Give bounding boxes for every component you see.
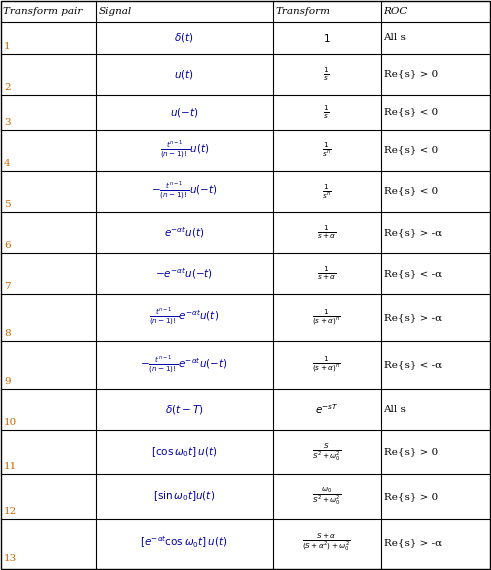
Text: Re{s} > 0: Re{s} > 0 — [383, 70, 438, 79]
Text: Re{s} < 0: Re{s} < 0 — [383, 145, 438, 154]
Text: 9: 9 — [4, 377, 11, 386]
Text: $-e^{-\alpha t}u(-t)$: $-e^{-\alpha t}u(-t)$ — [155, 266, 213, 281]
Text: $[e^{-\alpha t}\cos \omega_0 t]\, u(t)$: $[e^{-\alpha t}\cos \omega_0 t]\, u(t)$ — [140, 535, 228, 550]
Text: All s: All s — [383, 33, 407, 42]
Text: 5: 5 — [4, 200, 11, 209]
Text: 3: 3 — [4, 117, 11, 127]
Text: $-\frac{t^{n-1}}{(n-1)!}e^{-\alpha t}u(-t)$: $-\frac{t^{n-1}}{(n-1)!}e^{-\alpha t}u(-… — [140, 355, 228, 376]
Text: $u(t)$: $u(t)$ — [174, 68, 194, 81]
Text: 7: 7 — [4, 282, 11, 291]
Text: $\frac{1}{s+\alpha}$: $\frac{1}{s+\alpha}$ — [317, 223, 336, 241]
Text: 6: 6 — [4, 241, 11, 250]
Text: $\frac{t^{n-1}}{(n-1)!}e^{-\alpha t}u(t)$: $\frac{t^{n-1}}{(n-1)!}e^{-\alpha t}u(t)… — [149, 307, 219, 328]
Text: 8: 8 — [4, 329, 11, 339]
Text: $\frac{1}{s^n}$: $\frac{1}{s^n}$ — [322, 141, 331, 160]
Text: ROC: ROC — [383, 6, 408, 15]
Text: $1$: $1$ — [323, 32, 330, 44]
Text: $u(-t)$: $u(-t)$ — [170, 105, 198, 119]
Text: Re{s} > -α: Re{s} > -α — [383, 228, 441, 237]
Text: $\frac{1}{(s+\alpha)^n}$: $\frac{1}{(s+\alpha)^n}$ — [312, 308, 341, 328]
Text: Re{s} > -α: Re{s} > -α — [383, 314, 441, 322]
Text: $\frac{S}{S^2+\omega_0^2}$: $\frac{S}{S^2+\omega_0^2}$ — [312, 441, 341, 463]
Text: 11: 11 — [4, 462, 17, 471]
Text: Re{s} < 0: Re{s} < 0 — [383, 108, 438, 117]
Text: Re{s} < 0: Re{s} < 0 — [383, 187, 438, 196]
Text: $-\frac{t^{n-1}}{(n-1)!}u(-t)$: $-\frac{t^{n-1}}{(n-1)!}u(-t)$ — [151, 181, 218, 202]
Text: $\delta(t - T)$: $\delta(t - T)$ — [165, 403, 203, 416]
Text: $\frac{1}{s^n}$: $\frac{1}{s^n}$ — [322, 182, 331, 201]
Text: All s: All s — [383, 405, 407, 414]
Text: $\frac{\omega_0}{S^2+\omega_0^2}$: $\frac{\omega_0}{S^2+\omega_0^2}$ — [312, 486, 341, 507]
Text: 1: 1 — [4, 42, 11, 51]
Text: Re{s} < -α: Re{s} < -α — [383, 361, 441, 370]
Text: Transform pair: Transform pair — [3, 6, 82, 15]
Text: 13: 13 — [4, 554, 17, 563]
Text: Signal: Signal — [99, 6, 132, 15]
Text: $\frac{1}{s}$: $\frac{1}{s}$ — [323, 66, 330, 83]
Text: Transform: Transform — [275, 6, 330, 15]
Text: 4: 4 — [4, 158, 11, 168]
Text: 10: 10 — [4, 418, 17, 427]
Text: $e^{-\alpha t}u(t)$: $e^{-\alpha t}u(t)$ — [164, 225, 204, 240]
Text: $\delta(t)$: $\delta(t)$ — [174, 31, 194, 44]
Text: Re{s} > 0: Re{s} > 0 — [383, 447, 438, 457]
Text: Re{s} < -α: Re{s} < -α — [383, 269, 441, 278]
Text: $[\sin \omega_0 t]u(t)$: $[\sin \omega_0 t]u(t)$ — [153, 490, 215, 503]
Text: $[\cos \omega_0 t]\, u(t)$: $[\cos \omega_0 t]\, u(t)$ — [151, 445, 218, 459]
Text: $\frac{S+\alpha}{(S+\alpha^2)+\omega_0^2}$: $\frac{S+\alpha}{(S+\alpha^2)+\omega_0^2… — [302, 531, 351, 553]
Text: $e^{-sT}$: $e^{-sT}$ — [315, 402, 338, 416]
Text: Re{s} > -α: Re{s} > -α — [383, 538, 441, 547]
Text: $\frac{1}{s}$: $\frac{1}{s}$ — [323, 104, 330, 121]
Text: $\frac{1}{s+\alpha}$: $\frac{1}{s+\alpha}$ — [317, 264, 336, 282]
Text: Re{s} > 0: Re{s} > 0 — [383, 492, 438, 501]
Text: 12: 12 — [4, 507, 17, 515]
Text: 2: 2 — [4, 83, 11, 92]
Text: $\frac{1}{(s+\alpha)^n}$: $\frac{1}{(s+\alpha)^n}$ — [312, 355, 341, 375]
Text: $\frac{t^{n-1}}{(n-1)!}u(t)$: $\frac{t^{n-1}}{(n-1)!}u(t)$ — [160, 139, 209, 161]
